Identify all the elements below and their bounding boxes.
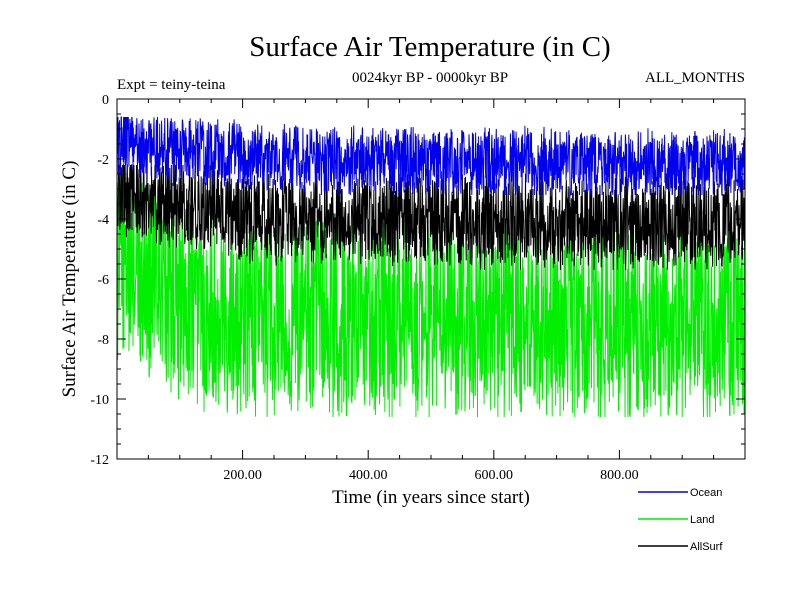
y-tick-label: -8 [97,333,109,348]
y-tick-label: -6 [97,273,109,288]
y-axis-label: Surface Air Temperature (in C) [59,161,80,398]
months-label: ALL_MONTHS [645,70,745,86]
legend-label-land: Land [690,514,714,526]
series-layer [116,116,746,418]
series-line-ocean [116,116,746,196]
y-tick-label: -10 [90,393,109,408]
chart-title: Surface Air Temperature (in C) [249,31,610,63]
x-axis-label: Time (in years since start) [332,487,530,508]
time-range-label: 0024kyr BP - 0000kyr BP [352,70,508,86]
axis-layer: 0 -2 -4 -6 -8 -10 -12 200.00 400.00 600.00 800.00 [90,93,745,483]
x-tick-label: 200.00 [223,468,262,483]
y-tick-label: -12 [90,453,109,468]
series-line-allsurf [116,164,746,271]
x-tick-label: 800.00 [600,468,639,483]
y-tick-label: 0 [102,93,109,108]
experiment-label: Expt = teiny-teina [117,77,226,93]
y-tick-label: -2 [97,153,109,168]
x-tick-label: 400.00 [349,468,388,483]
legend-label-allsurf: AllSurf [690,541,723,553]
legend: Ocean Land AllSurf [638,487,723,553]
x-tick-label: 600.00 [475,468,514,483]
y-tick-label: -4 [97,213,109,228]
legend-label-ocean: Ocean [690,487,722,499]
series-line-land [116,182,746,418]
